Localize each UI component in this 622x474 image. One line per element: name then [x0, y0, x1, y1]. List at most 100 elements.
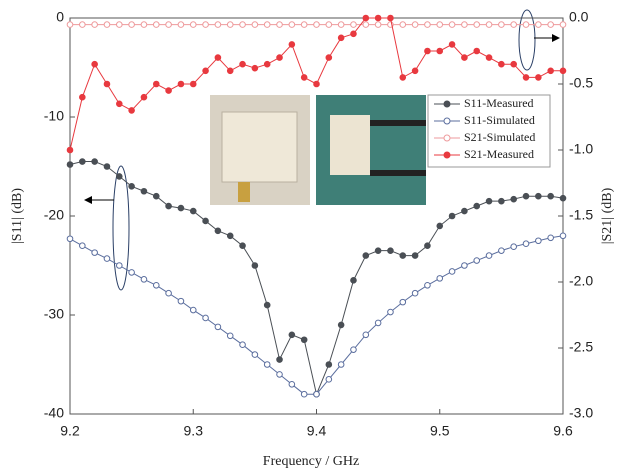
marker	[511, 22, 517, 28]
marker	[252, 65, 258, 71]
photo-block	[222, 112, 297, 182]
marker	[240, 22, 246, 28]
y-tick-label: -20	[44, 207, 64, 223]
marker	[560, 68, 566, 74]
ellipse-s11	[113, 166, 129, 290]
x-tick-label: 9.2	[60, 423, 80, 439]
marker	[203, 22, 209, 28]
marker	[474, 258, 480, 264]
marker	[511, 61, 517, 67]
x-tick-label: 9.4	[307, 423, 327, 439]
marker	[104, 22, 110, 28]
marker	[240, 61, 246, 67]
marker	[264, 22, 270, 28]
marker	[462, 22, 468, 28]
marker	[412, 290, 418, 296]
marker	[166, 290, 172, 296]
marker	[289, 382, 295, 388]
marker	[326, 377, 332, 383]
y2-tick-label: -1.0	[569, 141, 593, 157]
marker	[449, 269, 455, 275]
marker	[449, 42, 455, 48]
marker	[363, 332, 369, 338]
marker	[215, 22, 221, 28]
marker	[388, 248, 394, 254]
photo-cable	[370, 170, 426, 176]
marker	[437, 48, 443, 54]
marker	[412, 68, 418, 74]
x-tick-label: 9.3	[184, 423, 204, 439]
marker	[67, 236, 73, 242]
marker	[178, 298, 184, 304]
legend-marker	[444, 118, 450, 124]
marker	[388, 15, 394, 21]
marker	[227, 333, 233, 339]
marker	[486, 253, 492, 259]
photo-connector	[238, 182, 250, 202]
legend-label: S21-Simulated	[464, 130, 535, 144]
marker	[351, 22, 357, 28]
marker	[560, 22, 566, 28]
chart: Frequency / GHz |S11| (dB) |S21| (dB) 9.…	[0, 0, 622, 474]
photo-block2	[330, 115, 370, 175]
marker	[363, 15, 369, 21]
legend-label: S21-Measured	[464, 147, 534, 161]
marker	[437, 223, 443, 229]
marker	[153, 283, 159, 289]
y2-tick-label: -0.5	[569, 75, 593, 91]
marker	[104, 164, 110, 170]
y2-tick-label: -2.0	[569, 273, 593, 289]
legend-marker	[444, 101, 450, 107]
photo-cable	[370, 120, 426, 126]
marker	[560, 233, 566, 239]
marker	[92, 159, 98, 165]
marker	[326, 55, 332, 61]
marker	[178, 81, 184, 87]
marker	[141, 22, 147, 28]
marker	[400, 75, 406, 81]
arrowhead	[84, 196, 92, 204]
marker	[227, 22, 233, 28]
y-tick-label: -40	[44, 405, 64, 421]
marker	[462, 55, 468, 61]
legend-marker	[444, 152, 450, 158]
marker	[117, 263, 123, 269]
marker	[548, 235, 554, 241]
marker	[141, 277, 147, 283]
y-tick-label: 0	[56, 9, 64, 25]
marker	[92, 22, 98, 28]
marker	[67, 147, 73, 153]
marker	[338, 22, 344, 28]
marker	[400, 299, 406, 305]
marker	[215, 324, 221, 330]
marker	[560, 195, 566, 201]
marker	[190, 307, 196, 313]
marker	[104, 256, 110, 262]
marker	[264, 61, 270, 67]
marker	[326, 362, 332, 368]
marker	[536, 238, 542, 244]
marker	[486, 198, 492, 204]
marker	[375, 15, 381, 21]
series-line	[70, 236, 563, 394]
marker	[153, 193, 159, 199]
marker	[141, 188, 147, 194]
marker	[92, 61, 98, 67]
marker	[437, 22, 443, 28]
marker	[141, 94, 147, 100]
marker	[277, 357, 283, 363]
marker	[548, 193, 554, 199]
marker	[351, 278, 357, 284]
marker	[67, 22, 73, 28]
y2-axis-label: |S21| (dB)	[600, 187, 615, 244]
marker	[203, 315, 209, 321]
marker	[499, 61, 505, 67]
marker	[227, 68, 233, 74]
marker	[375, 248, 381, 254]
marker	[264, 362, 270, 368]
marker	[314, 391, 320, 397]
plot-frame	[70, 18, 563, 414]
marker	[301, 391, 307, 397]
marker	[511, 196, 517, 202]
marker	[449, 22, 455, 28]
